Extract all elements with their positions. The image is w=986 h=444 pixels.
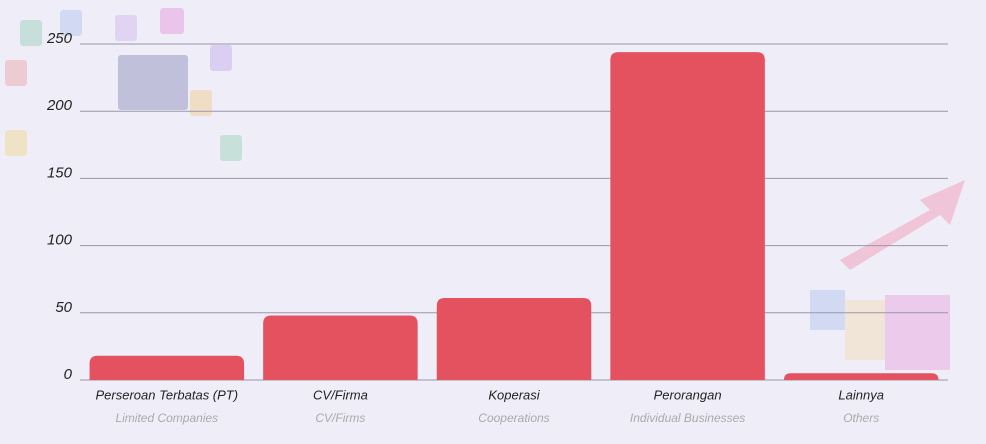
x-tick-subtitle: Limited Companies	[115, 411, 218, 425]
bar	[263, 315, 418, 380]
y-tick-label: 0	[64, 366, 73, 383]
y-tick-label: 50	[55, 299, 72, 316]
y-tick-label: 250	[46, 30, 73, 47]
bar	[610, 52, 765, 380]
y-tick-label: 100	[47, 232, 73, 249]
bar	[90, 356, 245, 380]
x-tick-label: Perseroan Terbatas (PT)	[96, 387, 239, 402]
x-tick-label: Perorangan	[654, 387, 722, 402]
x-tick-label: Koperasi	[488, 387, 540, 402]
bar	[784, 373, 939, 380]
y-tick-label: 150	[47, 164, 73, 181]
x-tick-label: Lainnya	[838, 387, 884, 402]
x-tick-subtitle: CV/Firms	[315, 411, 365, 425]
bar	[437, 298, 592, 380]
y-tick-label: 200	[46, 97, 73, 114]
x-tick-subtitle: Individual Businesses	[630, 411, 745, 425]
page: {"chart_data": {"type": "bar", "categori…	[0, 0, 986, 444]
chart: 0 50 100 150 200 250 Perseroan Terbatas (PT) Li…	[0, 0, 986, 444]
x-tick-label: CV/Firma	[313, 387, 368, 402]
x-tick-subtitle: Others	[843, 411, 879, 425]
x-tick-subtitle: Cooperations	[478, 411, 549, 425]
